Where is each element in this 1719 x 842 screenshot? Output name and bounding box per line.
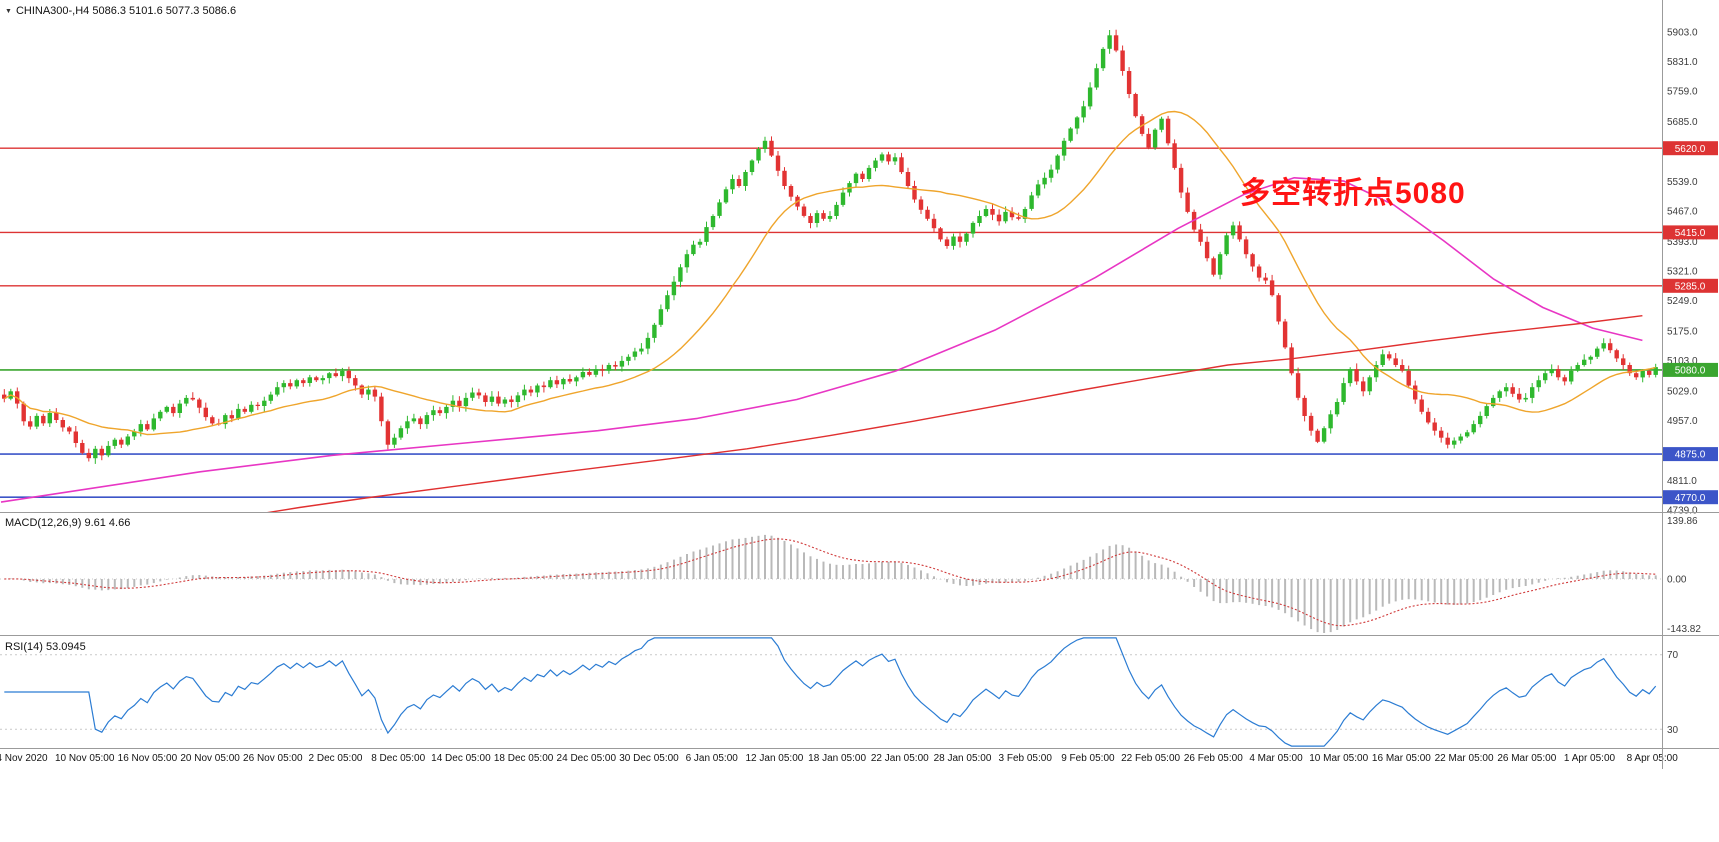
ma-magenta-line — [0, 177, 1643, 503]
svg-text:26 Nov 05:00: 26 Nov 05:00 — [243, 753, 303, 764]
svg-text:4875.0: 4875.0 — [1675, 450, 1706, 461]
rsi-panel — [0, 637, 1662, 747]
svg-text:18 Dec 05:00: 18 Dec 05:00 — [494, 753, 554, 764]
svg-text:5175.0: 5175.0 — [1667, 326, 1698, 337]
svg-text:5759.0: 5759.0 — [1667, 87, 1698, 98]
svg-text:8 Apr 05:00: 8 Apr 05:00 — [1627, 753, 1679, 764]
svg-text:16 Mar 05:00: 16 Mar 05:00 — [1372, 753, 1431, 764]
svg-text:2 Dec 05:00: 2 Dec 05:00 — [309, 753, 363, 764]
svg-text:5393.0: 5393.0 — [1667, 237, 1698, 248]
svg-text:26 Mar 05:00: 26 Mar 05:00 — [1497, 753, 1556, 764]
svg-text:18 Jan 05:00: 18 Jan 05:00 — [808, 753, 866, 764]
svg-text:24 Dec 05:00: 24 Dec 05:00 — [557, 753, 617, 764]
svg-text:5321.0: 5321.0 — [1667, 267, 1698, 278]
svg-text:4811.0: 4811.0 — [1667, 476, 1697, 487]
svg-text:26 Feb 05:00: 26 Feb 05:00 — [1184, 753, 1243, 764]
svg-text:0.00: 0.00 — [1667, 575, 1687, 586]
svg-text:5685.0: 5685.0 — [1667, 117, 1698, 128]
svg-text:5415.0: 5415.0 — [1675, 228, 1706, 239]
price-line-badge — [1663, 447, 1718, 462]
price-line-badge — [1663, 278, 1718, 293]
svg-text:5831.0: 5831.0 — [1667, 57, 1698, 68]
svg-text:5029.0: 5029.0 — [1667, 386, 1698, 397]
chart-header: ▼ CHINA300-,H4 5086.3 5101.6 5077.3 5086… — [5, 5, 236, 17]
svg-text:20 Nov 05:00: 20 Nov 05:00 — [180, 753, 240, 764]
svg-text:5467.0: 5467.0 — [1667, 207, 1698, 218]
svg-text:30: 30 — [1667, 725, 1679, 736]
price-line-badge — [1663, 225, 1718, 240]
price-axis: 5903.0 5831.0 5759.0 5685.0 5539.0 5467.0 5393… — [1663, 28, 1718, 516]
macd-indicator-label: MACD(12,26,9) 9.61 4.66 — [5, 517, 131, 529]
svg-text:28 Jan 05:00: 28 Jan 05:00 — [934, 753, 992, 764]
svg-text:12 Jan 05:00: 12 Jan 05:00 — [745, 753, 803, 764]
svg-text:4 Mar 05:00: 4 Mar 05:00 — [1249, 753, 1303, 764]
annotation-text: 多空转折点5080 — [1240, 177, 1466, 210]
rsi-indicator-label: RSI(14) 53.0945 — [5, 641, 86, 653]
svg-text:5103.0: 5103.0 — [1667, 356, 1698, 367]
svg-text:5080.0: 5080.0 — [1675, 366, 1706, 377]
svg-text:30 Dec 05:00: 30 Dec 05:00 — [619, 753, 679, 764]
svg-text:16 Nov 05:00: 16 Nov 05:00 — [118, 753, 178, 764]
svg-text:9 Feb 05:00: 9 Feb 05:00 — [1061, 753, 1115, 764]
ma-red-line — [267, 315, 1643, 512]
svg-text:22 Feb 05:00: 22 Feb 05:00 — [1121, 753, 1180, 764]
svg-text:5539.0: 5539.0 — [1667, 177, 1698, 188]
svg-text:3 Feb 05:00: 3 Feb 05:00 — [999, 753, 1053, 764]
svg-text:5903.0: 5903.0 — [1667, 28, 1698, 39]
time-axis: 4 Nov 2020 10 Nov 05:00 16 Nov 05:00 20 Nov… — [0, 753, 1678, 764]
svg-text:10 Nov 05:00: 10 Nov 05:00 — [55, 753, 115, 764]
main-price-panel — [0, 29, 1662, 512]
svg-text:14 Dec 05:00: 14 Dec 05:00 — [431, 753, 491, 764]
symbol-marker-icon: ▼ — [5, 7, 12, 15]
svg-text:6 Jan 05:00: 6 Jan 05:00 — [686, 753, 739, 764]
svg-text:5249.0: 5249.0 — [1667, 296, 1698, 307]
svg-text:1 Apr 05:00: 1 Apr 05:00 — [1564, 753, 1616, 764]
svg-text:10 Mar 05:00: 10 Mar 05:00 — [1309, 753, 1368, 764]
svg-text:22 Jan 05:00: 22 Jan 05:00 — [871, 753, 929, 764]
svg-text:5620.0: 5620.0 — [1675, 144, 1706, 155]
rsi-line — [4, 637, 1657, 747]
symbol-ohlc-label: CHINA300-,H4 5086.3 5101.6 5077.3 5086.6 — [15, 5, 237, 17]
svg-text:8 Dec 05:00: 8 Dec 05:00 — [371, 753, 425, 764]
price-line-badge — [1663, 490, 1718, 505]
svg-text:139.86: 139.86 — [1667, 516, 1698, 527]
svg-text:4 Nov 2020: 4 Nov 2020 — [0, 753, 48, 764]
macd-panel — [0, 534, 1662, 633]
svg-text:70: 70 — [1667, 650, 1679, 661]
svg-text:22 Mar 05:00: 22 Mar 05:00 — [1435, 753, 1494, 764]
macd-signal-line — [4, 538, 1656, 627]
price-line-badge — [1663, 141, 1718, 156]
svg-text:-143.82: -143.82 — [1667, 624, 1701, 635]
svg-text:4739.0: 4739.0 — [1667, 505, 1698, 516]
svg-text:4957.0: 4957.0 — [1667, 416, 1698, 427]
svg-text:5285.0: 5285.0 — [1675, 281, 1706, 292]
ma-orange-line — [3, 110, 1656, 436]
svg-text:4770.0: 4770.0 — [1675, 493, 1706, 504]
price-line-badge — [1663, 362, 1718, 377]
